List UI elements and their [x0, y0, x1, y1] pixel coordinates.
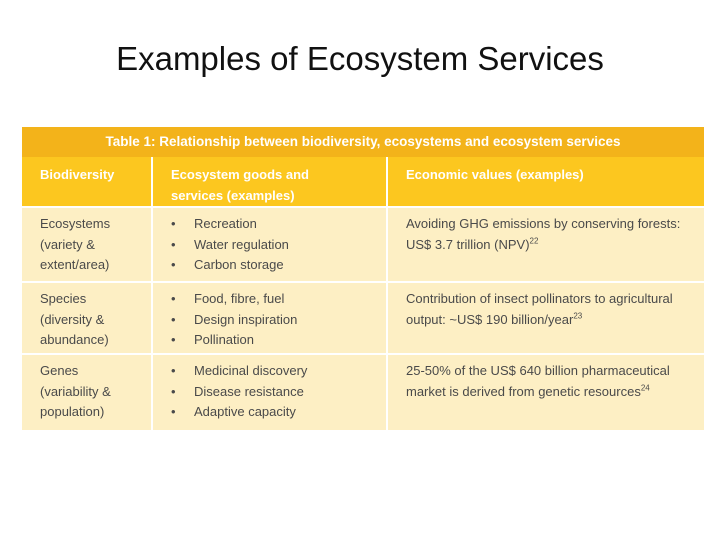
- ecosystem-services-table: Table 1: Relationship between biodiversi…: [22, 127, 704, 430]
- value-line: US$ 3.7 trillion (NPV): [406, 236, 530, 252]
- list-item: • Adaptive capacity: [171, 402, 376, 423]
- service-label: Medicinal discovery: [194, 363, 308, 378]
- biodiversity-cell: Species (diversity & abundance): [22, 282, 153, 354]
- service-label: Recreation: [194, 216, 257, 231]
- biodiversity-line: Genes: [40, 363, 79, 378]
- service-label: Design inspiration: [194, 311, 298, 327]
- data-table: Biodiversity Ecosystem goods and service…: [22, 157, 704, 430]
- bullet-icon: •: [171, 257, 176, 272]
- header-ecosystem-goods-text: Ecosystem goods and services (examples): [171, 167, 309, 203]
- header-ecosystem-goods: Ecosystem goods and services (examples): [152, 157, 388, 207]
- list-item: • Medicinal discovery: [171, 361, 376, 382]
- value-line-with-ref: output: ~US$ 190 billion/year23: [406, 310, 694, 331]
- biodiversity-line: Ecosystems: [40, 216, 111, 231]
- list-item: • Design inspiration: [171, 310, 376, 331]
- footnote-ref: 22: [529, 236, 539, 246]
- biodiversity-line: abundance): [40, 332, 109, 347]
- list-item: • Disease resistance: [171, 382, 376, 403]
- footnote-ref: 23: [573, 311, 583, 321]
- value-line: Contribution of insect pollinators to ag…: [406, 291, 673, 306]
- service-label: Carbon storage: [194, 257, 284, 272]
- table-row: Species (diversity & abundance) • Food, f…: [22, 282, 704, 354]
- footnote-ref: 24: [640, 383, 650, 393]
- list-item: • Recreation: [171, 214, 376, 235]
- biodiversity-cell: Ecosystems (variety & extent/area): [22, 207, 153, 282]
- value-line: 25-50% of the US$ 640 billion pharmaceut…: [406, 363, 670, 378]
- value-line: market is derived from genetic resources: [406, 383, 641, 399]
- economic-value-cell: Avoiding GHG emissions by conserving for…: [387, 207, 704, 282]
- table-caption: Table 1: Relationship between biodiversi…: [22, 127, 704, 157]
- value-line: Avoiding GHG emissions by conserving for…: [406, 216, 681, 231]
- service-label: Adaptive capacity: [194, 404, 296, 419]
- bullet-icon: •: [171, 236, 176, 252]
- slide-title: Examples of Ecosystem Services: [116, 40, 604, 77]
- services-list: • Recreation • Water regulation • Carbon st…: [171, 214, 376, 276]
- economic-value-cell: 25-50% of the US$ 640 billion pharmaceut…: [387, 354, 704, 430]
- economic-value-cell: Contribution of insect pollinators to ag…: [387, 282, 704, 354]
- value-line-with-ref: US$ 3.7 trillion (NPV)22: [406, 235, 694, 256]
- services-cell: • Food, fibre, fuel • Design inspiration •…: [152, 282, 388, 354]
- list-item: • Carbon storage: [171, 255, 376, 276]
- service-label: Disease resistance: [194, 383, 304, 399]
- services-list: • Food, fibre, fuel • Design inspiration •…: [171, 289, 376, 351]
- header-economic-values: Economic values (examples): [387, 157, 704, 207]
- list-item: • Pollination: [171, 330, 376, 351]
- services-list: • Medicinal discovery • Disease resistance…: [171, 361, 376, 423]
- service-label: Food, fibre, fuel: [194, 291, 285, 306]
- biodiversity-line: population): [40, 404, 105, 419]
- bullet-icon: •: [171, 291, 176, 306]
- biodiversity-line: (variability &: [40, 383, 111, 399]
- bullet-icon: •: [171, 363, 176, 378]
- list-item: • Water regulation: [171, 235, 376, 256]
- biodiversity-line: (diversity &: [40, 311, 105, 327]
- service-label: Pollination: [194, 332, 254, 347]
- biodiversity-line: extent/area): [40, 257, 110, 272]
- bullet-icon: •: [171, 332, 176, 347]
- bullet-icon: •: [171, 383, 176, 399]
- bullet-icon: •: [171, 404, 176, 419]
- services-cell: • Recreation • Water regulation • Carbon st…: [152, 207, 388, 282]
- header-row: Biodiversity Ecosystem goods and service…: [22, 157, 704, 207]
- services-cell: • Medicinal discovery • Disease resistance…: [152, 354, 388, 430]
- biodiversity-cell: Genes (variability & population): [22, 354, 153, 430]
- value-line: output: ~US$ 190 billion/year: [406, 311, 574, 327]
- value-line-with-ref: market is derived from genetic resources…: [406, 382, 694, 403]
- table-row: Ecosystems (variety & extent/area) • Recr…: [22, 207, 704, 282]
- bullet-icon: •: [171, 216, 176, 231]
- list-item: • Food, fibre, fuel: [171, 289, 376, 310]
- biodiversity-line: (variety &: [40, 236, 95, 252]
- service-label: Water regulation: [194, 236, 289, 252]
- table-row: Genes (variability & population) • Medici…: [22, 354, 704, 430]
- bullet-icon: •: [171, 311, 176, 327]
- biodiversity-line: Species: [40, 291, 87, 306]
- header-biodiversity: Biodiversity: [22, 157, 153, 207]
